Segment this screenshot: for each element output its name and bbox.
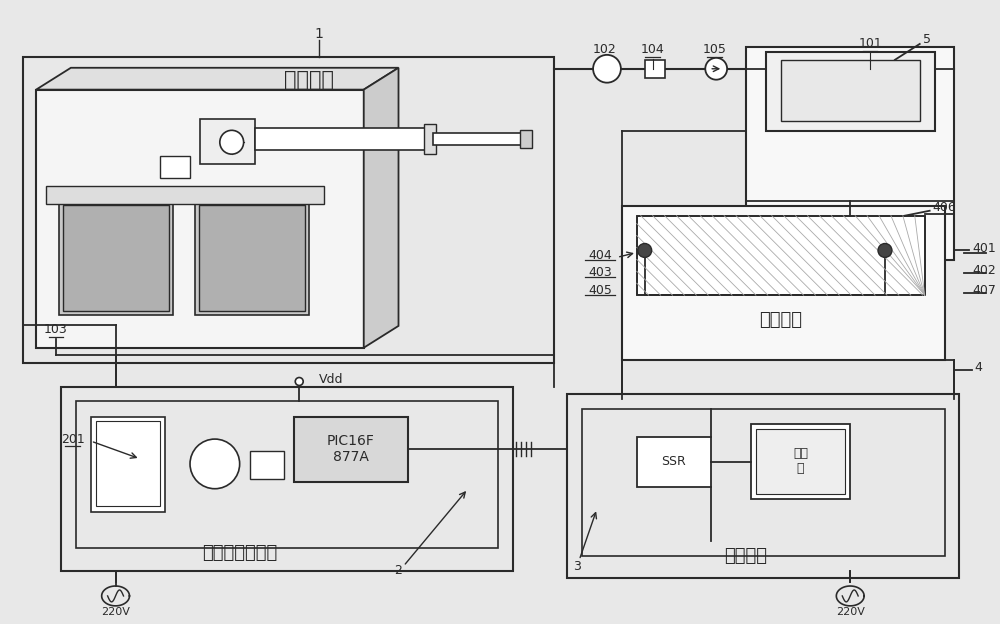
Bar — [61, 388, 513, 571]
Text: 407: 407 — [972, 284, 996, 296]
Bar — [63, 205, 169, 311]
Circle shape — [295, 378, 303, 386]
Text: 温控
仪: 温控 仪 — [793, 447, 808, 475]
Bar — [645, 60, 665, 78]
Text: 405: 405 — [588, 284, 612, 296]
Text: 1: 1 — [315, 27, 324, 41]
Bar — [250, 451, 284, 479]
Text: 403: 403 — [588, 266, 612, 279]
Text: 402: 402 — [972, 264, 996, 277]
Bar — [433, 134, 523, 145]
Text: 4: 4 — [974, 361, 982, 374]
Text: 102: 102 — [593, 44, 617, 56]
Text: PIC16F
877A: PIC16F 877A — [327, 434, 375, 464]
Bar — [200, 119, 255, 164]
Text: 温控单元: 温控单元 — [724, 547, 767, 565]
Text: 104: 104 — [641, 44, 665, 56]
Bar — [96, 421, 160, 505]
Bar — [520, 130, 532, 148]
Text: 105: 105 — [702, 44, 726, 56]
Polygon shape — [364, 68, 399, 348]
Bar — [294, 417, 408, 482]
Bar — [59, 201, 173, 315]
Polygon shape — [36, 68, 399, 90]
Circle shape — [220, 130, 244, 154]
Circle shape — [190, 439, 240, 489]
Bar — [637, 216, 925, 295]
Bar — [160, 156, 190, 178]
Circle shape — [878, 243, 892, 257]
Bar — [637, 216, 925, 295]
Bar — [23, 57, 554, 363]
Bar — [582, 409, 945, 556]
Bar — [46, 186, 324, 204]
Bar — [36, 90, 364, 348]
Text: 220V: 220V — [101, 607, 130, 617]
Bar — [424, 124, 436, 154]
Bar — [751, 424, 850, 499]
Bar — [195, 201, 309, 315]
Circle shape — [705, 58, 727, 80]
Circle shape — [593, 55, 621, 82]
Text: 406: 406 — [933, 202, 956, 214]
Bar — [756, 429, 845, 494]
Bar — [567, 394, 959, 578]
Text: 5: 5 — [923, 34, 931, 46]
Bar — [746, 47, 954, 260]
Text: 103: 103 — [44, 323, 68, 336]
Text: 404: 404 — [588, 249, 612, 262]
Text: 101: 101 — [858, 37, 882, 51]
Text: Vdd: Vdd — [319, 373, 344, 386]
Text: 2: 2 — [395, 563, 402, 577]
Bar — [766, 52, 935, 131]
Bar — [255, 129, 428, 150]
Bar — [781, 60, 920, 122]
Text: 供料单元: 供料单元 — [284, 70, 334, 90]
Bar — [637, 437, 711, 487]
Bar — [91, 417, 165, 512]
Circle shape — [638, 243, 652, 257]
Text: 220V: 220V — [836, 607, 865, 617]
Text: 3: 3 — [573, 560, 581, 573]
Text: 401: 401 — [972, 242, 996, 255]
Bar — [622, 206, 945, 359]
Text: SSR: SSR — [661, 456, 686, 469]
Text: 单片机控制单元: 单片机控制单元 — [202, 544, 277, 562]
Text: 201: 201 — [61, 432, 85, 446]
Bar — [76, 401, 498, 548]
Text: 蒸发单元: 蒸发单元 — [759, 311, 802, 329]
Bar — [199, 205, 305, 311]
